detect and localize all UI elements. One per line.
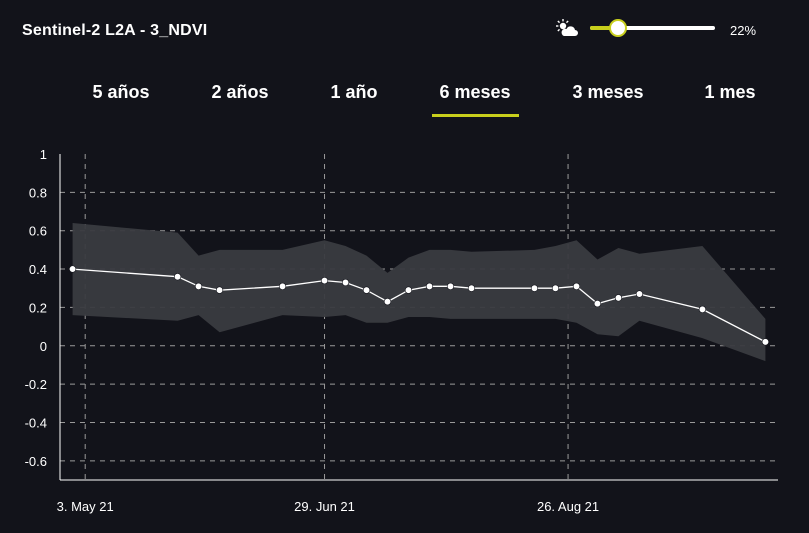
data-point [383,298,392,306]
slider-fill [590,26,618,30]
x-tick-label: 29. Jun 21 [294,499,355,514]
data-point [194,282,203,290]
tab-5-years[interactable]: 5 años [92,82,150,102]
data-point [278,282,287,290]
y-tick-label: 1 [40,147,47,162]
data-point [530,284,539,292]
y-tick-label: -0.2 [25,377,47,392]
data-point [467,284,476,292]
tab-3-months[interactable]: 3 meses [572,82,644,102]
ndvi-range-band [72,223,766,362]
tab-1-year[interactable]: 1 año [330,82,378,102]
tab-6-months[interactable]: 6 meses [439,82,511,102]
data-point [593,299,602,308]
x-tick-label: 26. Aug 21 [537,499,599,514]
y-tick-label: 0 [40,339,47,354]
data-point [698,305,707,313]
slider-handle[interactable] [608,19,627,37]
y-tick-label: 0.8 [29,185,47,200]
page-title: Sentinel-2 L2A - 3_NDVI [22,22,208,39]
x-tick-label: 3. May 21 [57,499,114,514]
cloud-sun-icon [556,19,578,36]
data-point [320,276,329,285]
data-point [614,294,623,302]
y-tick-label: -0.4 [25,415,47,430]
data-point [761,338,770,346]
ndvi-chart: 1 0.8 0.6 0.4 0.2 0 -0.2 -0.4 -0.6 3. May 21 29. J… [25,147,778,514]
y-tick-label: 0.6 [29,224,47,239]
tab-1-month[interactable]: 1 mes [704,82,756,102]
data-point [173,273,182,281]
data-point [572,282,581,290]
cloud-coverage-value: 22% [730,23,757,38]
time-range-tabs: 5 años 2 años 1 año 6 meses 3 meses 1 me… [0,82,809,122]
y-tick-label: -0.6 [25,454,47,469]
tab-2-years[interactable]: 2 años [211,82,269,102]
data-point [551,284,560,292]
data-point [215,286,224,294]
data-point [404,286,413,294]
data-point [68,265,77,273]
data-point [446,282,455,290]
data-point [362,286,371,294]
y-tick-label: 0.2 [29,300,47,315]
data-point [635,290,644,298]
slider-track[interactable] [590,26,715,30]
cloud-coverage-slider[interactable] [590,17,715,39]
data-point [425,282,434,290]
active-tab-indicator [431,114,519,117]
y-tick-label: 0.4 [29,262,47,277]
data-point [341,278,350,287]
